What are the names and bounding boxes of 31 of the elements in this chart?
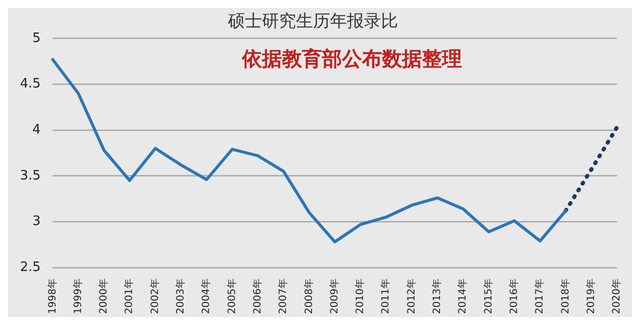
y-tick-label: 3.5 — [20, 168, 41, 184]
x-tick-label: 2006年 — [251, 278, 264, 314]
y-tick-label: 4.5 — [20, 76, 41, 92]
x-tick-label: 2013年 — [431, 278, 444, 314]
x-tick-label: 2019年 — [584, 278, 597, 314]
y-tick-label: 3 — [32, 214, 41, 230]
x-tick-label: 2016年 — [508, 278, 520, 314]
x-tick-label: 2011年 — [380, 278, 392, 314]
chart-title: 硕士研究生历年报录比 — [227, 12, 398, 32]
annotation: 依据教育部公布数据整理 — [240, 46, 462, 71]
x-tick-label: 2001年 — [123, 278, 136, 314]
x-tick-label: 2015年 — [482, 278, 494, 314]
x-tick-label: 1999年 — [72, 278, 84, 314]
x-tick-label: 2009年 — [328, 278, 340, 314]
x-tick-label: 1998年 — [46, 278, 58, 314]
x-tick-label: 2004年 — [200, 278, 212, 314]
x-tick-label: 2012年 — [405, 278, 418, 314]
y-tick-label: 2.5 — [20, 260, 41, 275]
x-tick-label: 2020年 — [610, 278, 623, 314]
x-tick-label: 2007年 — [277, 278, 290, 314]
x-tick-label: 2008年 — [302, 278, 315, 314]
x-tick-label: 2017年 — [534, 278, 546, 314]
x-tick-label: 2002年 — [148, 278, 161, 314]
x-tick-label: 2010年 — [354, 278, 366, 314]
x-tick-label: 2000年 — [98, 278, 110, 314]
x-tick-label: 2014年 — [456, 278, 469, 314]
x-tick-label: 2003年 — [174, 278, 187, 314]
y-tick-label: 4 — [32, 122, 41, 138]
x-tick-label: 2018年 — [559, 278, 572, 314]
x-tick-label: 2005年 — [226, 278, 238, 314]
y-tick-label: 5 — [32, 30, 41, 46]
